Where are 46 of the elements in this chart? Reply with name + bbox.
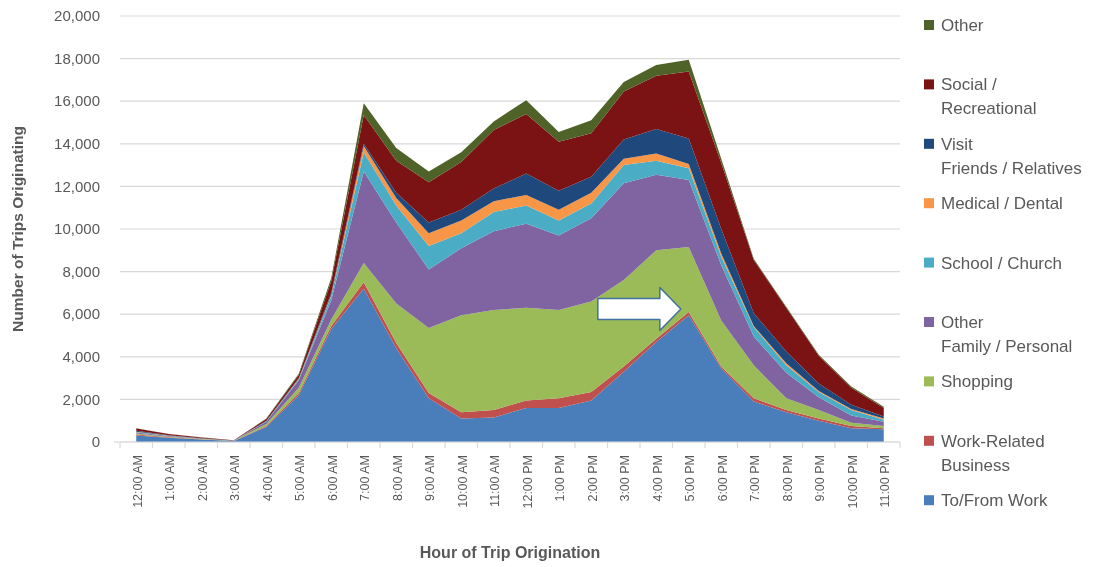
- x-tick-label: 3:00 PM: [618, 455, 633, 502]
- x-tick-label: 7:00 AM: [358, 455, 373, 501]
- x-tick-label: 5:00 AM: [293, 455, 308, 501]
- x-tick-label: 1:00 PM: [553, 455, 568, 502]
- x-tick-label: 2:00 AM: [195, 455, 210, 501]
- x-tick-label: 6:00 AM: [325, 455, 340, 501]
- x-tick-label: 11:00 AM: [488, 455, 503, 507]
- x-tick-label: 2:00 PM: [585, 455, 600, 502]
- y-tick-label: 0: [91, 433, 100, 451]
- legend-label: To/From Work: [941, 491, 1048, 511]
- x-tick-label: 4:00 AM: [260, 455, 275, 501]
- x-tick-label: 12:00 AM: [130, 455, 145, 508]
- x-tick-label: 9:00 AM: [423, 455, 438, 501]
- x-tick-label: 8:00 PM: [780, 455, 795, 502]
- x-tick-label: 8:00 AM: [390, 455, 405, 501]
- y-tick-label: 18,000: [54, 49, 100, 67]
- x-tick-label: 3:00 AM: [228, 455, 243, 501]
- legend-label: Other: [941, 15, 984, 35]
- x-tick-label: 10:00 PM: [845, 455, 860, 509]
- legend-label: Work-Related Business: [941, 431, 1045, 475]
- x-tick-label: 1:00 AM: [163, 455, 178, 501]
- x-tick-label: 5:00 PM: [683, 455, 698, 502]
- legend-label: Medical / Dental: [941, 194, 1063, 214]
- x-axis-title: Hour of Trip Origination: [419, 544, 601, 561]
- y-tick-label: 8,000: [62, 262, 100, 280]
- y-tick-label: 10,000: [54, 220, 100, 238]
- x-tick-label: 4:00 PM: [650, 455, 665, 502]
- x-tick-label: 9:00 PM: [813, 455, 828, 502]
- x-tick-label: 6:00 PM: [715, 455, 730, 502]
- legend-label: Shopping: [941, 372, 1013, 392]
- y-tick-label: 16,000: [54, 92, 100, 110]
- y-tick-label: 2,000: [62, 390, 100, 408]
- x-tick-label: 7:00 PM: [748, 455, 763, 502]
- y-tick-label: 6,000: [62, 305, 100, 323]
- x-tick-label: 10:00 AM: [455, 455, 470, 508]
- legend-label: Other Family / Personal: [941, 312, 1073, 356]
- y-tick-label: 12,000: [54, 177, 100, 195]
- legend-label: Social / Recreational: [941, 75, 1037, 119]
- x-tick-label: 12:00 PM: [520, 455, 535, 509]
- legend-label: School / Church: [941, 253, 1062, 273]
- legend-label: Visit Friends / Relatives: [941, 134, 1082, 178]
- y-tick-label: 4,000: [62, 348, 100, 366]
- y-tick-label: 20,000: [54, 7, 100, 25]
- y-tick-label: 14,000: [54, 135, 100, 153]
- x-tick-label: 11:00 PM: [878, 455, 893, 508]
- y-axis-title: Number of Trips Originating: [9, 126, 26, 332]
